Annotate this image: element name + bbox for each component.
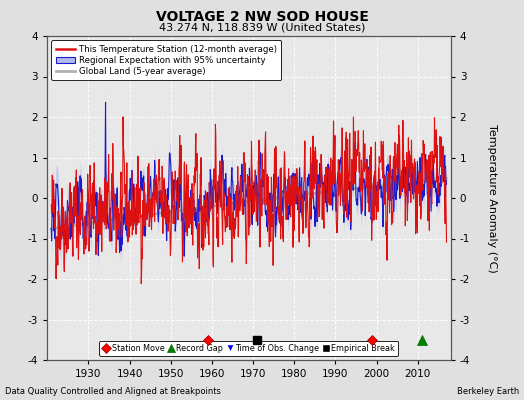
Y-axis label: Temperature Anomaly (°C): Temperature Anomaly (°C): [487, 124, 497, 272]
Text: VOLTAGE 2 NW SOD HOUSE: VOLTAGE 2 NW SOD HOUSE: [156, 10, 368, 24]
Text: Data Quality Controlled and Aligned at Breakpoints: Data Quality Controlled and Aligned at B…: [5, 387, 221, 396]
Text: 43.274 N, 118.839 W (United States): 43.274 N, 118.839 W (United States): [159, 22, 365, 32]
Text: Berkeley Earth: Berkeley Earth: [456, 387, 519, 396]
Legend: Station Move, Record Gap, Time of Obs. Change, Empirical Break: Station Move, Record Gap, Time of Obs. C…: [100, 340, 398, 356]
